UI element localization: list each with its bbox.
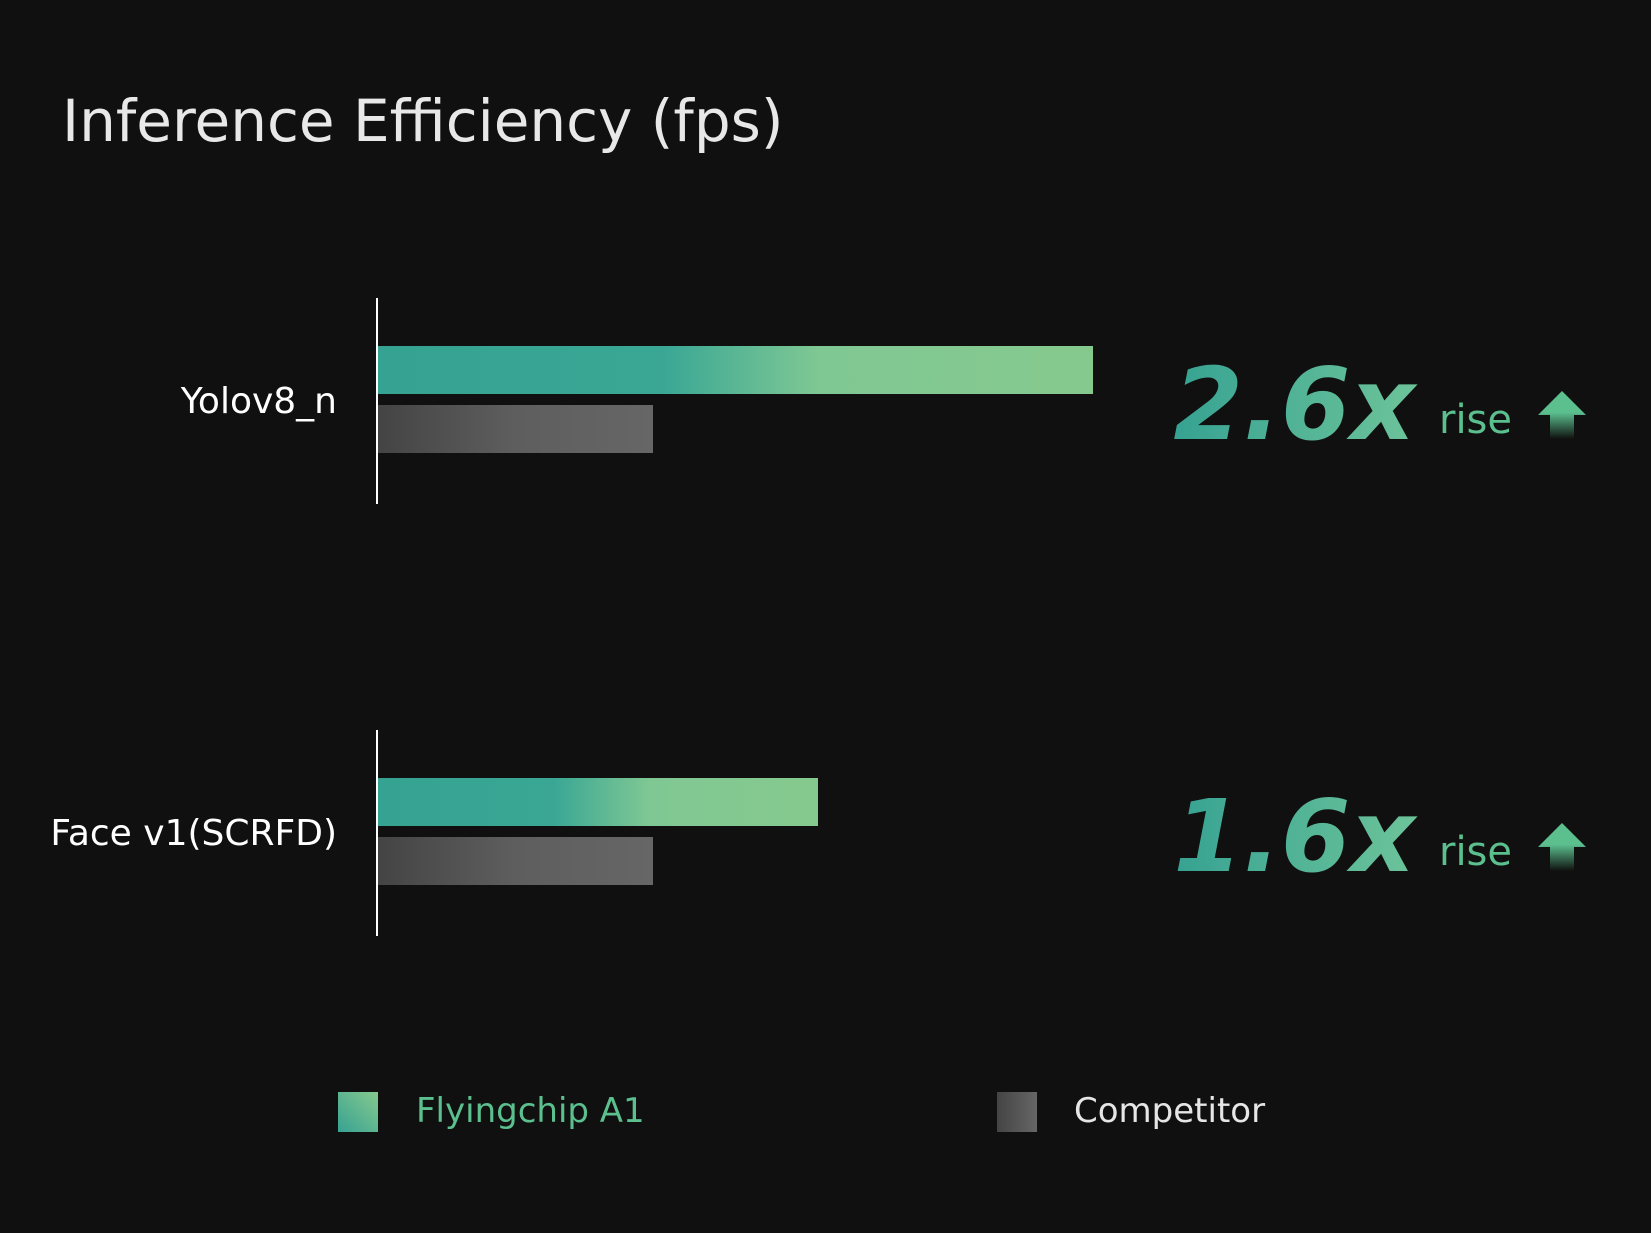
category-label-cat-0: Yolov8_n xyxy=(180,381,337,422)
legend-swatch-competitor xyxy=(997,1092,1037,1132)
rise-label-cat-1: rise xyxy=(1439,829,1512,875)
bar-flyingchip-cat-0 xyxy=(378,346,1093,394)
bar-competitor-cat-0 xyxy=(378,405,653,453)
arrow-up-icon xyxy=(1538,391,1586,439)
legend-swatch-flyingchip xyxy=(338,1092,378,1132)
legend-label-competitor: Competitor xyxy=(1074,1091,1265,1131)
multiplier-label-cat-1: 1.6x xyxy=(1173,778,1418,895)
bar-flyingchip-cat-1 xyxy=(378,778,818,826)
arrow-up-icon xyxy=(1538,823,1586,871)
plot-area: Yolov8_n 2.6x rise Face v1(SCRFD) 1.6x rise xyxy=(50,298,1586,936)
multiplier-label-cat-0: 2.6x xyxy=(1173,346,1418,463)
category-label-cat-1: Face v1(SCRFD) xyxy=(50,813,337,854)
rise-label-cat-0: rise xyxy=(1439,397,1512,443)
bar-competitor-cat-1 xyxy=(378,837,653,885)
legend-label-flyingchip: Flyingchip A1 xyxy=(416,1091,645,1131)
chart-title: Inference Efficiency (fps) xyxy=(62,87,784,155)
legend: Flyingchip A1 Competitor xyxy=(338,1091,1265,1132)
